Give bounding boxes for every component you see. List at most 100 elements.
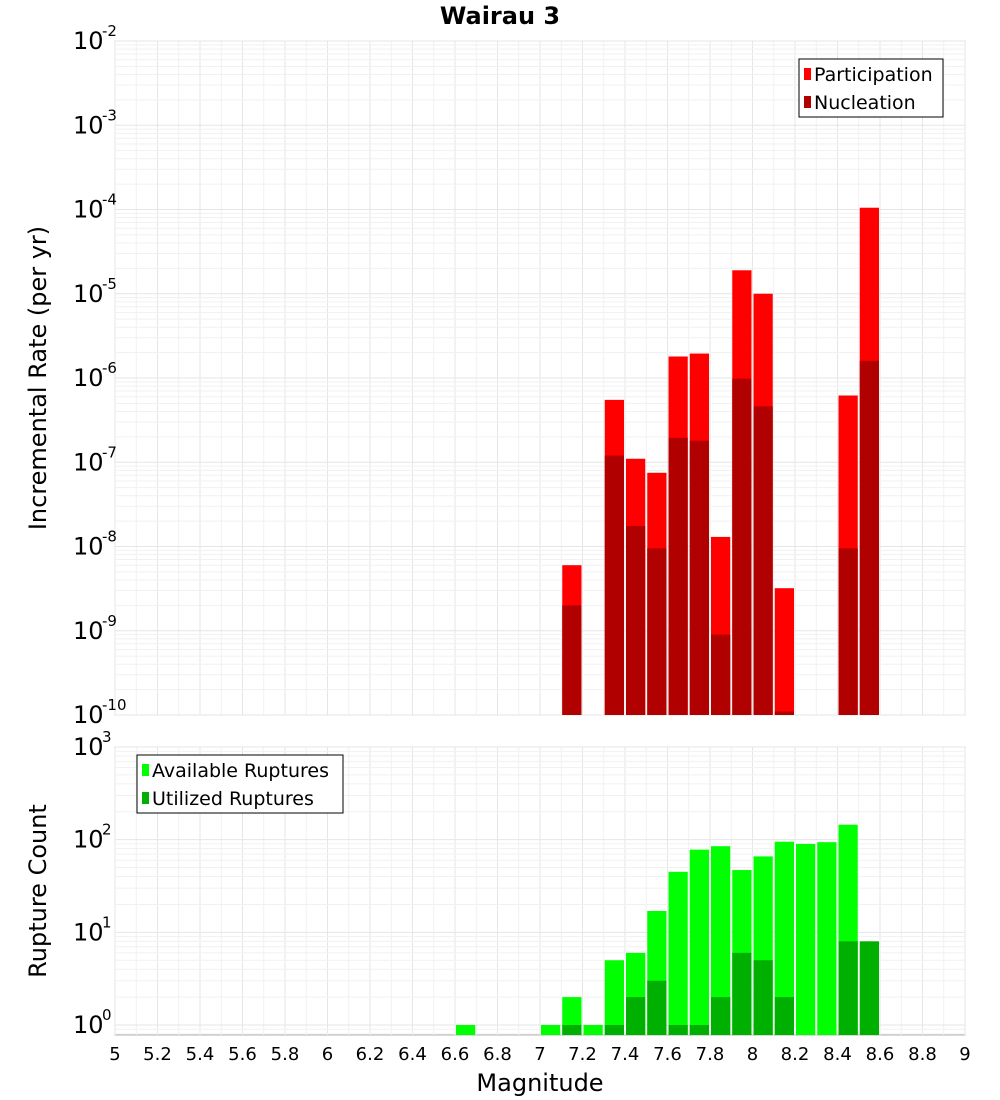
grid (114, 40, 966, 716)
y-tick-label: 10 (73, 27, 104, 55)
bar (604, 1025, 624, 1035)
y-tick-label: 10 (73, 918, 104, 946)
x-tick-label: 7.6 (653, 1044, 682, 1065)
series-utilized-ruptures (562, 941, 879, 1035)
y-tick-label: 10 (73, 196, 104, 224)
x-tick-label: 6.2 (356, 1044, 385, 1065)
legend: Participation Nucleation (798, 58, 944, 118)
y-tick-exponent: -2 (102, 22, 117, 40)
x-tick-label: 6.6 (441, 1044, 470, 1065)
legend-swatch (804, 68, 811, 80)
y-tick-exponent: -3 (102, 106, 117, 124)
bar (711, 997, 731, 1035)
y-tick-exponent: -8 (102, 528, 117, 546)
x-tick-label: 5.4 (186, 1044, 215, 1065)
bar (689, 849, 709, 1035)
x-tick-label: 7 (534, 1044, 545, 1065)
bar (859, 941, 879, 1035)
y-tick-label: 10 (73, 111, 104, 139)
y-tick-label: 10 (73, 280, 104, 308)
x-tick-label: 5.6 (228, 1044, 257, 1065)
legend-box (798, 58, 944, 118)
bar (774, 588, 794, 715)
x-tick-label: 8.8 (908, 1044, 937, 1065)
bar (817, 842, 837, 1035)
y-tick-exponent: -6 (102, 359, 117, 377)
bar (668, 437, 688, 715)
bar (774, 841, 794, 1035)
y-axis-title: Incremental Rate (per yr) (24, 226, 52, 530)
bar (668, 1025, 688, 1035)
bar (626, 997, 646, 1035)
bar (583, 1025, 603, 1035)
y-tick-exponent: 0 (102, 1006, 112, 1024)
y-tick-label: 10 (73, 448, 104, 476)
x-tick-label: 7.2 (568, 1044, 597, 1065)
bar (541, 1025, 561, 1035)
legend: Available Ruptures Utilized Ruptures (136, 754, 344, 814)
x-axis-title: Magnitude (476, 1069, 603, 1097)
bar (859, 360, 879, 715)
legend-label: Utilized Ruptures (152, 788, 314, 810)
bar (456, 1025, 476, 1035)
legend-swatch (804, 96, 811, 108)
legend-label: Available Ruptures (152, 760, 329, 782)
bar (753, 406, 773, 715)
incremental-rate-panel: 10-1010-910-810-710-610-510-410-310-2Inc… (24, 22, 966, 729)
y-tick-label: 10 (73, 733, 104, 761)
chart-title: Wairau 3 (440, 2, 560, 30)
bar (796, 843, 816, 1035)
bar (562, 1025, 582, 1035)
bar (604, 960, 624, 1035)
bar (647, 980, 667, 1035)
y-tick-exponent: -7 (102, 443, 117, 461)
bar (562, 605, 582, 715)
x-tick-label: 5.8 (271, 1044, 300, 1065)
x-tick-label: 7.8 (696, 1044, 725, 1065)
x-tick-label: 6.4 (398, 1044, 427, 1065)
legend-box (136, 754, 344, 814)
x-tick-label: 8.6 (866, 1044, 895, 1065)
x-axis: 5 5.2 5.4 5.6 5.8 6 6.2 6.4 6.6 6.8 7 7.2 7.4 7.6 7.8 8… (109, 1044, 970, 1065)
bar (626, 526, 646, 715)
bar (838, 548, 858, 715)
bar (647, 548, 667, 715)
y-tick-exponent: 3 (102, 728, 112, 746)
x-tick-label: 5.2 (143, 1044, 172, 1065)
x-tick-label: 6.8 (483, 1044, 512, 1065)
bar (689, 440, 709, 715)
series-nucleation (562, 360, 879, 715)
y-tick-label: 10 (73, 364, 104, 392)
y-tick-label: 10 (73, 533, 104, 561)
bar (774, 997, 794, 1035)
y-tick-exponent: -4 (102, 191, 117, 209)
x-tick-label: 6 (322, 1044, 333, 1065)
x-tick-label: 8.4 (823, 1044, 852, 1065)
legend-swatch (142, 764, 149, 776)
x-tick-label: 9 (959, 1044, 970, 1065)
y-tick-exponent: 1 (102, 913, 112, 931)
x-tick-label: 7.4 (611, 1044, 640, 1065)
legend-label: Participation (814, 64, 933, 86)
y-axis-title: Rupture Count (24, 804, 52, 978)
legend-swatch (142, 792, 149, 804)
y-tick-exponent: -9 (102, 612, 117, 630)
y-tick-label: 10 (73, 826, 104, 854)
bar (711, 846, 731, 1035)
y-tick-exponent: -5 (102, 275, 117, 293)
x-tick-label: 8 (747, 1044, 758, 1065)
bar (774, 711, 794, 715)
x-tick-label: 5 (109, 1044, 120, 1065)
bar (668, 871, 688, 1035)
bar (689, 1025, 709, 1035)
bar (711, 634, 731, 715)
y-tick-label: 10 (73, 1011, 104, 1039)
bar (732, 952, 752, 1035)
y-tick-label: 10 (73, 617, 104, 645)
y-tick-exponent: -10 (102, 696, 127, 714)
y-tick-label: 10 (73, 701, 104, 729)
